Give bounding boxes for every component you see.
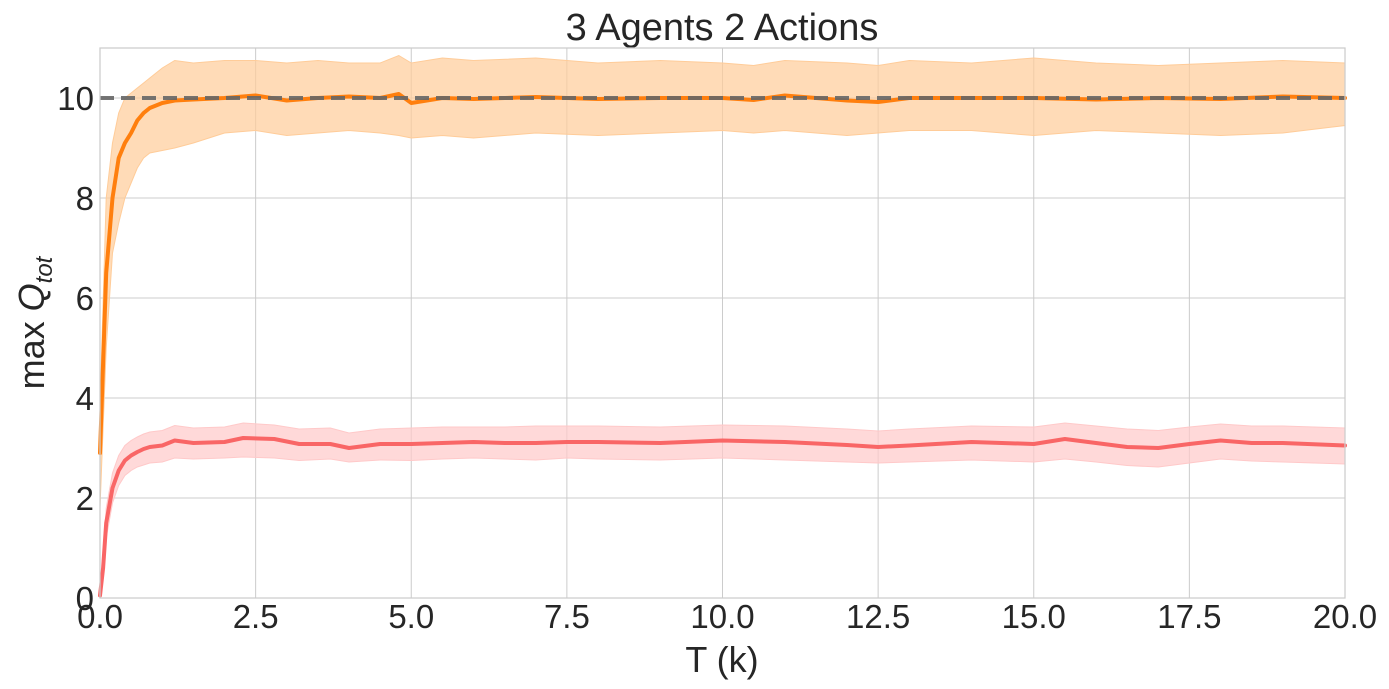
y-tick-label: 4 <box>76 380 94 417</box>
x-tick-label: 17.5 <box>1157 598 1221 635</box>
grid <box>100 48 1345 598</box>
x-tick-label: 2.5 <box>233 598 279 635</box>
y-axis-label-prefix: max <box>11 311 52 389</box>
x-tick-label: 12.5 <box>846 598 910 635</box>
plot-frame <box>99 47 1346 599</box>
x-tick-label: 10.0 <box>690 598 754 635</box>
series-2-line <box>98 436 1347 598</box>
y-tick-label: 0 <box>76 580 94 617</box>
y-axis-label-subscript: tot <box>31 255 58 283</box>
chart-title: 3 Agents 2 Actions <box>566 7 879 49</box>
x-axis-label: T (k) <box>685 639 758 680</box>
y-tick-label: 2 <box>76 480 94 517</box>
x-tick-label: 15.0 <box>1002 598 1066 635</box>
y-tick-labels: 0 2 4 6 8 10 <box>57 80 94 617</box>
x-tick-label: 20.0 <box>1313 598 1377 635</box>
y-tick-label: 6 <box>76 280 94 317</box>
y-tick-label: 8 <box>76 180 94 217</box>
x-tick-labels: 0.0 2.5 5.0 7.5 10.0 12.5 15.0 17.5 20.0 <box>77 598 1377 635</box>
y-axis-label: max Qtot <box>11 255 58 389</box>
y-tick-label: 10 <box>57 80 94 117</box>
x-tick-label: 7.5 <box>544 598 590 635</box>
x-tick-label: 0.0 <box>77 598 123 635</box>
y-axis-label-symbol: Q <box>11 283 52 311</box>
x-tick-label: 5.0 <box>388 598 434 635</box>
